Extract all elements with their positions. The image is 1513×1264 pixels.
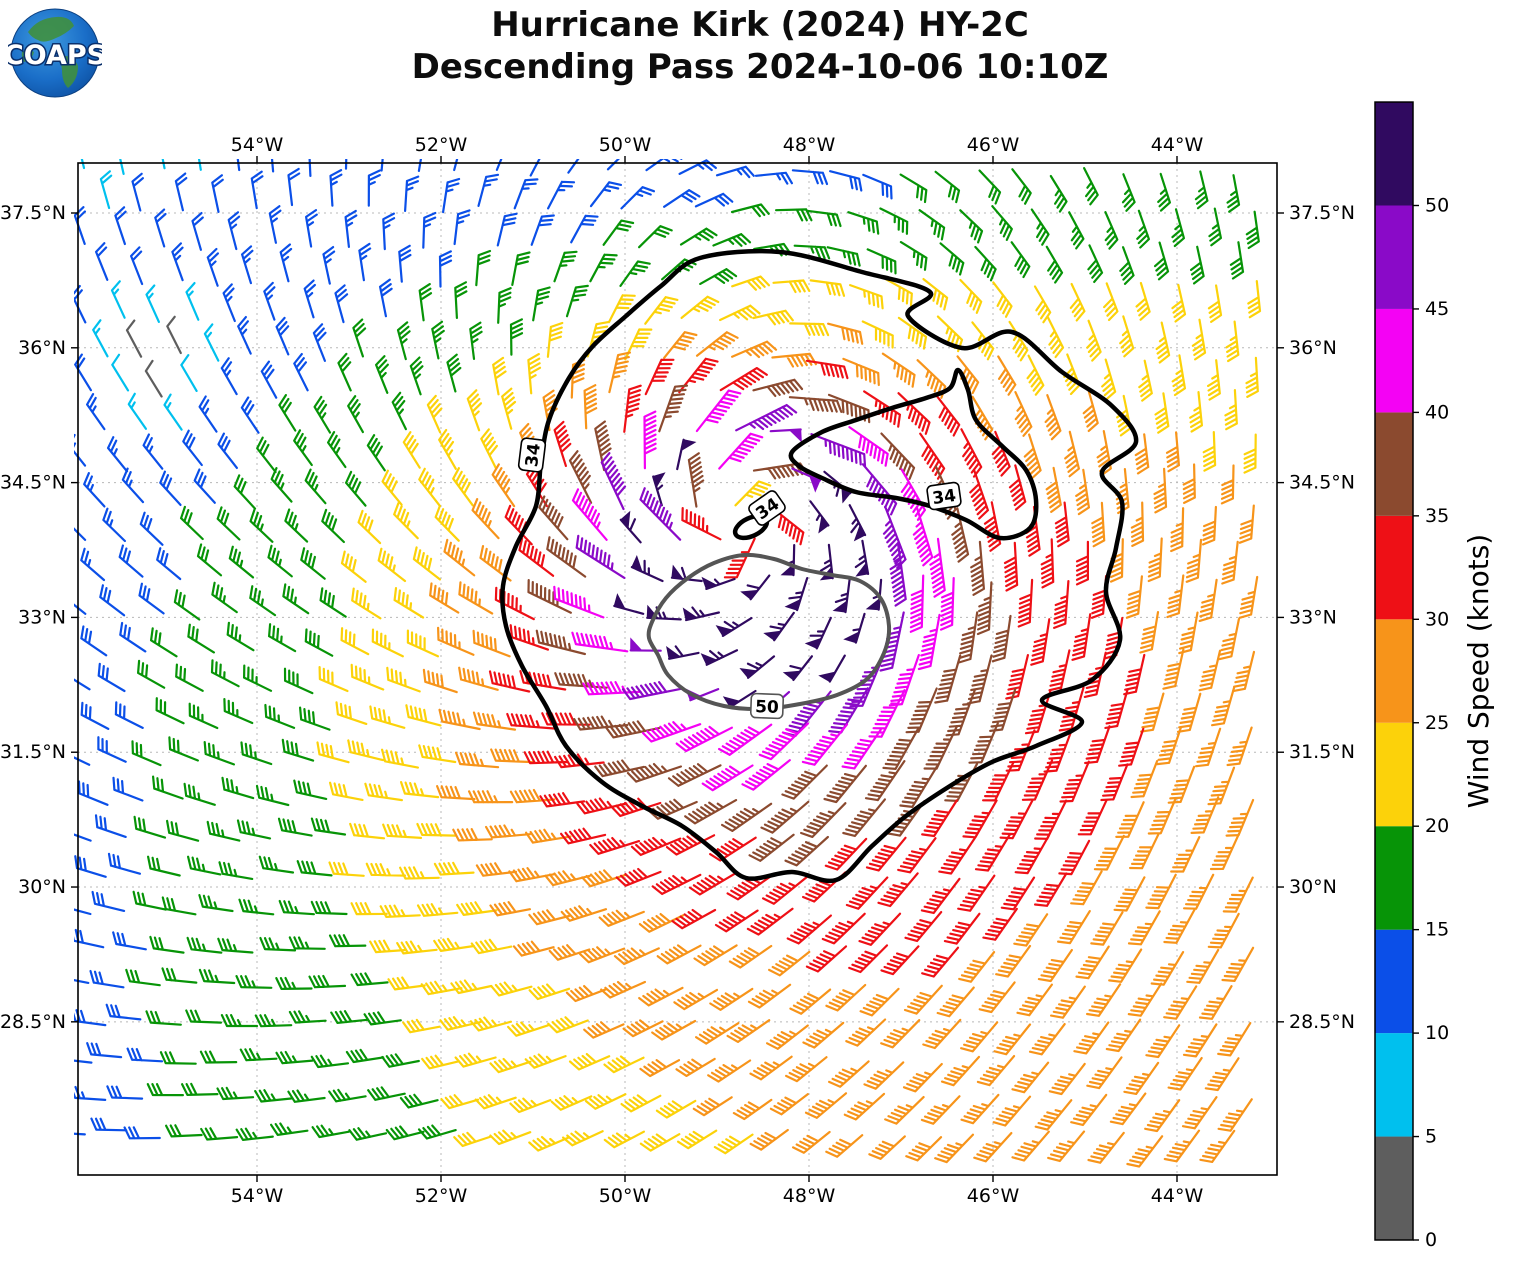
axis-ticks <box>71 156 1284 1182</box>
colorbar-tick-label: 50 <box>1425 195 1449 217</box>
colorbar-tick-label: 15 <box>1425 919 1449 941</box>
wind-barbs <box>74 159 1262 1168</box>
contour-label: 34 <box>926 481 962 511</box>
colorbar-tick-label: 40 <box>1425 401 1449 423</box>
coaps-globe-icon: COAPS <box>2 8 108 98</box>
lat-label-right: 34.5°N <box>1289 472 1355 494</box>
plot-title-line1: Hurricane Kirk (2024) HY-2C <box>491 5 1029 45</box>
plot-title: Hurricane Kirk (2024) HY-2C Descending P… <box>300 4 1220 88</box>
lat-label-left: 37.5°N <box>0 202 66 224</box>
lat-label-right: 31.5°N <box>1289 741 1355 763</box>
lat-label-left: 31.5°N <box>0 741 66 763</box>
lat-label-right: 37.5°N <box>1289 202 1355 224</box>
colorbar-segment <box>1375 1033 1413 1137</box>
svg-text:34: 34 <box>522 442 545 468</box>
map-border <box>77 162 1278 1176</box>
colorbar-axis-label: Wind Speed (knots) <box>1462 534 1495 808</box>
lat-label-left: 28.5°N <box>0 1011 66 1033</box>
coaps-logo-text: COAPS <box>8 40 102 71</box>
lat-label-right: 28.5°N <box>1289 1011 1355 1033</box>
colorbar-tick-label: 10 <box>1425 1022 1449 1044</box>
colorbar-segment <box>1375 102 1413 206</box>
plot-title-line2: Descending Pass 2024-10-06 10:10Z <box>411 47 1109 87</box>
lat-label-left: 30°N <box>18 876 66 898</box>
lat-label-right: 30°N <box>1289 876 1337 898</box>
colorbar-tick-label: 45 <box>1425 298 1449 320</box>
colorbar-segment <box>1375 412 1413 516</box>
colorbar-segment <box>1375 929 1413 1034</box>
colorbar-segment <box>1375 722 1413 827</box>
lon-label-top: 44°W <box>1151 134 1204 156</box>
contour-50kt <box>646 552 892 712</box>
colorbar: 0 5 10 15 20 25 30 35 40 45 50 Wind Speed (knots) <box>1374 101 1495 1251</box>
colorbar-segment <box>1375 308 1413 413</box>
lon-label-bottom: 48°W <box>783 1185 836 1207</box>
axis-tick-labels: 54°W 54°W 52°W 52°W 50°W 50°W 48°W 48°W 46°W 46°W… <box>0 134 1355 1207</box>
lon-label-top: 50°W <box>599 134 652 156</box>
contour-34kt <box>500 248 1139 884</box>
colorbar-tick-label: 5 <box>1425 1126 1437 1148</box>
contour-34kt <box>788 367 1039 541</box>
lat-label-left: 36°N <box>18 337 66 359</box>
lon-label-bottom: 52°W <box>415 1185 468 1207</box>
lon-label-top: 54°W <box>231 134 284 156</box>
lon-label-top: 48°W <box>783 134 836 156</box>
wind-radii-contours <box>500 248 1139 884</box>
lat-label-left: 34.5°N <box>0 472 66 494</box>
lon-label-bottom: 50°W <box>599 1185 652 1207</box>
lat-label-right: 33°N <box>1289 606 1337 628</box>
svg-text:50: 50 <box>755 697 780 718</box>
lon-label-top: 52°W <box>415 134 468 156</box>
lon-label-bottom: 46°W <box>967 1185 1020 1207</box>
colorbar-segment <box>1375 826 1413 930</box>
colorbar-tick-label: 0 <box>1425 1229 1437 1251</box>
lat-label-left: 33°N <box>18 606 66 628</box>
lon-label-bottom: 44°W <box>1151 1185 1204 1207</box>
colorbar-tick-label: 35 <box>1425 505 1449 527</box>
colorbar-border <box>1374 101 1414 1241</box>
colorbar-segment <box>1375 619 1413 723</box>
lon-label-bottom: 54°W <box>231 1185 284 1207</box>
coaps-logo: COAPS <box>2 4 108 100</box>
contour-label: 34 <box>517 437 547 473</box>
lat-label-right: 36°N <box>1289 337 1337 359</box>
svg-text:34: 34 <box>931 486 957 509</box>
contour-label: 50 <box>749 692 785 720</box>
colorbar-tick-label: 20 <box>1425 815 1449 837</box>
colorbar-segment <box>1375 1136 1413 1240</box>
colorbar-tick-label: 25 <box>1425 712 1449 734</box>
colorbar-tick-label: 30 <box>1425 608 1449 630</box>
lon-label-top: 46°W <box>967 134 1020 156</box>
colorbar-segment <box>1375 205 1413 309</box>
colorbar-segment <box>1375 515 1413 620</box>
